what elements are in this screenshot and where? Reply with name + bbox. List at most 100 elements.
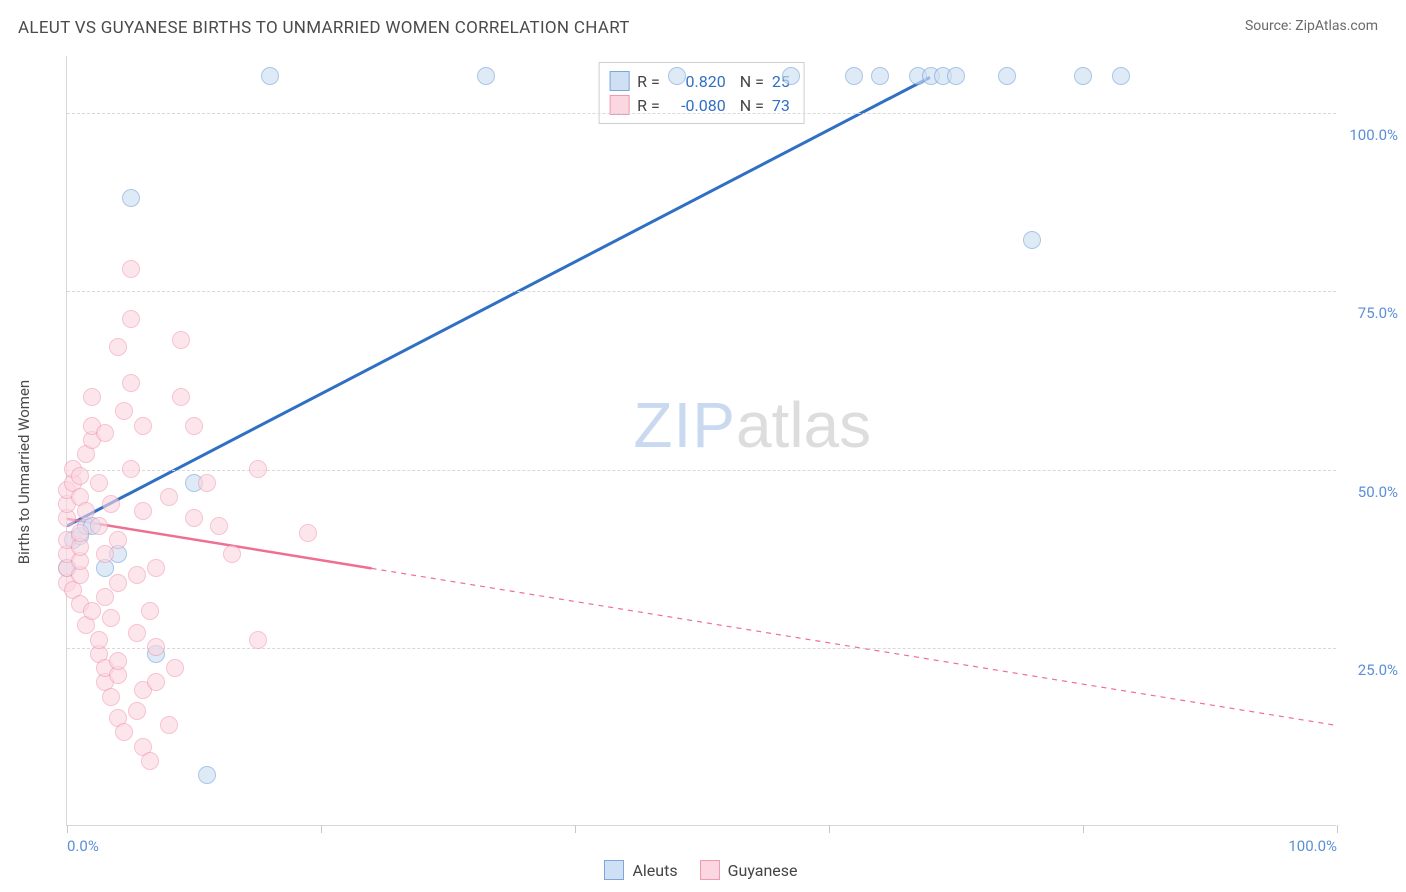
trend-lines xyxy=(67,56,1336,825)
legend-swatch xyxy=(609,95,629,115)
legend-swatch xyxy=(609,71,629,91)
x-tick-label: 0.0% xyxy=(67,837,99,855)
y-tick-label: 50.0% xyxy=(1358,483,1398,501)
y-axis-label: Births to Unmarried Women xyxy=(15,380,33,564)
scatter-point xyxy=(947,67,965,85)
x-tick xyxy=(829,825,830,833)
legend-series-item: Guyanese xyxy=(700,860,798,880)
scatter-point xyxy=(845,67,863,85)
scatter-point xyxy=(198,474,216,492)
scatter-point xyxy=(185,417,203,435)
scatter-point xyxy=(261,67,279,85)
watermark: ZIPatlas xyxy=(633,388,871,462)
scatter-point xyxy=(96,588,114,606)
scatter-point xyxy=(160,488,178,506)
scatter-point xyxy=(115,723,133,741)
x-tick-label: 100.0% xyxy=(1288,837,1337,855)
scatter-point xyxy=(83,388,101,406)
scatter-point xyxy=(122,189,140,207)
scatter-point xyxy=(249,631,267,649)
scatter-point xyxy=(102,609,120,627)
watermark-part1: ZIP xyxy=(633,389,736,461)
chart-title: ALEUT VS GUYANESE BIRTHS TO UNMARRIED WO… xyxy=(18,18,630,38)
legend-n-label: N = xyxy=(740,72,764,91)
scatter-point xyxy=(115,402,133,420)
legend-series-item: Aleuts xyxy=(604,860,677,880)
x-tick xyxy=(575,825,576,833)
scatter-point xyxy=(249,460,267,478)
scatter-point xyxy=(128,702,146,720)
scatter-point xyxy=(998,67,1016,85)
scatter-point xyxy=(134,502,152,520)
legend-series-label: Aleuts xyxy=(632,861,677,880)
scatter-point xyxy=(122,310,140,328)
legend-series-label: Guyanese xyxy=(728,861,798,880)
gridline-h xyxy=(67,291,1336,292)
scatter-point xyxy=(871,67,889,85)
scatter-point xyxy=(122,460,140,478)
scatter-point xyxy=(96,424,114,442)
scatter-point xyxy=(185,509,203,527)
y-tick-label: 75.0% xyxy=(1358,304,1398,322)
legend-r-value: -0.080 xyxy=(668,96,726,115)
scatter-point xyxy=(782,67,800,85)
x-tick xyxy=(1083,825,1084,833)
scatter-point xyxy=(668,67,686,85)
scatter-point xyxy=(166,659,184,677)
scatter-point xyxy=(147,673,165,691)
scatter-point xyxy=(90,631,108,649)
legend-n-value: 73 xyxy=(772,96,790,115)
scatter-point xyxy=(299,524,317,542)
chart-container: Births to Unmarried Women ZIPatlas R =0.… xyxy=(18,48,1388,878)
scatter-point xyxy=(83,602,101,620)
scatter-point xyxy=(160,716,178,734)
scatter-point xyxy=(147,559,165,577)
scatter-point xyxy=(90,474,108,492)
scatter-point xyxy=(172,331,190,349)
series-legend: Aleuts Guyanese xyxy=(66,860,1336,880)
scatter-point xyxy=(128,624,146,642)
chart-source: Source: ZipAtlas.com xyxy=(1245,18,1378,34)
scatter-point xyxy=(122,374,140,392)
scatter-point xyxy=(71,524,89,542)
y-tick-label: 100.0% xyxy=(1349,126,1398,144)
scatter-point xyxy=(109,652,127,670)
scatter-point xyxy=(172,388,190,406)
scatter-point xyxy=(134,417,152,435)
scatter-point xyxy=(109,574,127,592)
legend-n-label: N = xyxy=(740,96,764,115)
scatter-point xyxy=(96,545,114,563)
gridline-h xyxy=(67,113,1336,114)
x-tick xyxy=(321,825,322,833)
legend-swatch xyxy=(700,860,720,880)
scatter-point xyxy=(128,566,146,584)
scatter-point xyxy=(210,517,228,535)
scatter-point xyxy=(141,602,159,620)
trend-line xyxy=(67,77,930,526)
scatter-point xyxy=(477,67,495,85)
x-tick xyxy=(1337,825,1338,833)
legend-swatch xyxy=(604,860,624,880)
scatter-point xyxy=(90,517,108,535)
legend-r-label: R = xyxy=(637,72,660,91)
scatter-point xyxy=(109,338,127,356)
scatter-point xyxy=(1112,67,1130,85)
scatter-point xyxy=(198,766,216,784)
correlation-legend: R =0.820N =25R =-0.080N =73 xyxy=(598,62,805,124)
watermark-part2: atlas xyxy=(736,389,871,461)
scatter-point xyxy=(1074,67,1092,85)
plot-area: ZIPatlas R =0.820N =25R =-0.080N =73 25.… xyxy=(66,56,1336,826)
scatter-point xyxy=(102,688,120,706)
scatter-point xyxy=(147,638,165,656)
scatter-point xyxy=(141,752,159,770)
scatter-point xyxy=(122,260,140,278)
legend-r-label: R = xyxy=(637,96,660,115)
y-tick-label: 25.0% xyxy=(1358,661,1398,679)
scatter-point xyxy=(109,531,127,549)
scatter-point xyxy=(102,495,120,513)
x-tick xyxy=(67,825,68,833)
scatter-point xyxy=(1023,231,1041,249)
scatter-point xyxy=(71,467,89,485)
scatter-point xyxy=(223,545,241,563)
legend-correlation-row: R =0.820N =25 xyxy=(609,69,790,93)
